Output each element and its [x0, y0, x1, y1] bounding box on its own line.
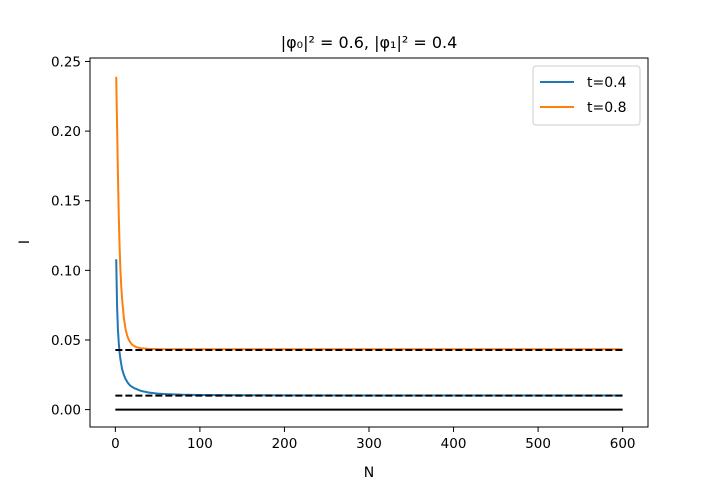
- y-axis-ticks: 0.00 0.05 0.10 0.15 0.20 0.25: [51, 54, 90, 419]
- x-tick-label: 0: [111, 436, 120, 452]
- x-axis-ticks: 0 100 200 300 400 500 600: [111, 427, 636, 452]
- y-tick-label: 0.20: [51, 124, 81, 140]
- series-layer: [115, 76, 623, 411]
- legend-box: [532, 65, 641, 126]
- legend-label-t04: t=0.4: [587, 75, 627, 91]
- legend-label-t08: t=0.8: [587, 100, 626, 116]
- y-tick-label: 0.05: [51, 333, 81, 349]
- x-tick-label: 600: [610, 436, 636, 452]
- x-tick-label: 300: [356, 436, 382, 452]
- y-tick-label: 0.00: [51, 403, 81, 419]
- y-tick-label: 0.10: [51, 263, 81, 279]
- y-axis-label: I: [17, 240, 33, 244]
- y-tick-label: 0.25: [51, 54, 81, 70]
- series-line-0: [115, 259, 623, 397]
- x-tick-label: 400: [441, 436, 467, 452]
- y-tick-label: 0.15: [51, 194, 81, 210]
- x-tick-label: 200: [272, 436, 298, 452]
- x-tick-label: 100: [187, 436, 213, 452]
- x-axis-label: N: [364, 465, 374, 480]
- legend: t=0.4 t=0.8: [532, 65, 641, 126]
- chart-title: |φ₀|² = 0.6, |φ₁|² = 0.4: [281, 33, 458, 52]
- x-tick-label: 500: [525, 436, 551, 452]
